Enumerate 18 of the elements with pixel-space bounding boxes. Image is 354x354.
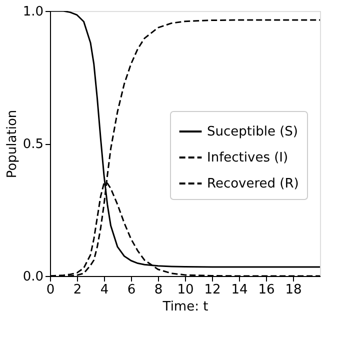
- y-tick-label: 1.0: [22, 4, 44, 20]
- x-tick-label: 0: [46, 282, 55, 298]
- legend-label: Suceptible (S): [207, 124, 298, 140]
- x-tick-label: 16: [258, 282, 275, 298]
- x-tick-label: 2: [73, 282, 82, 298]
- x-tick-label: 12: [204, 282, 221, 298]
- x-tick-label: 6: [127, 282, 136, 298]
- legend-label: Recovered (R): [207, 176, 299, 192]
- y-axis-title: Population: [4, 110, 20, 178]
- x-tick-label: 8: [154, 282, 163, 298]
- y-tick-label: 0.0: [22, 270, 44, 284]
- legend-label: Infectives (I): [207, 150, 288, 166]
- y-tick-label: 0.5: [22, 137, 44, 152]
- x-tick-label: 14: [231, 282, 248, 298]
- x-tick-label: 10: [177, 282, 194, 298]
- x-tick-label: 4: [100, 282, 109, 298]
- x-tick-label: 18: [285, 282, 302, 298]
- x-axis-title: Time: t: [162, 300, 208, 314]
